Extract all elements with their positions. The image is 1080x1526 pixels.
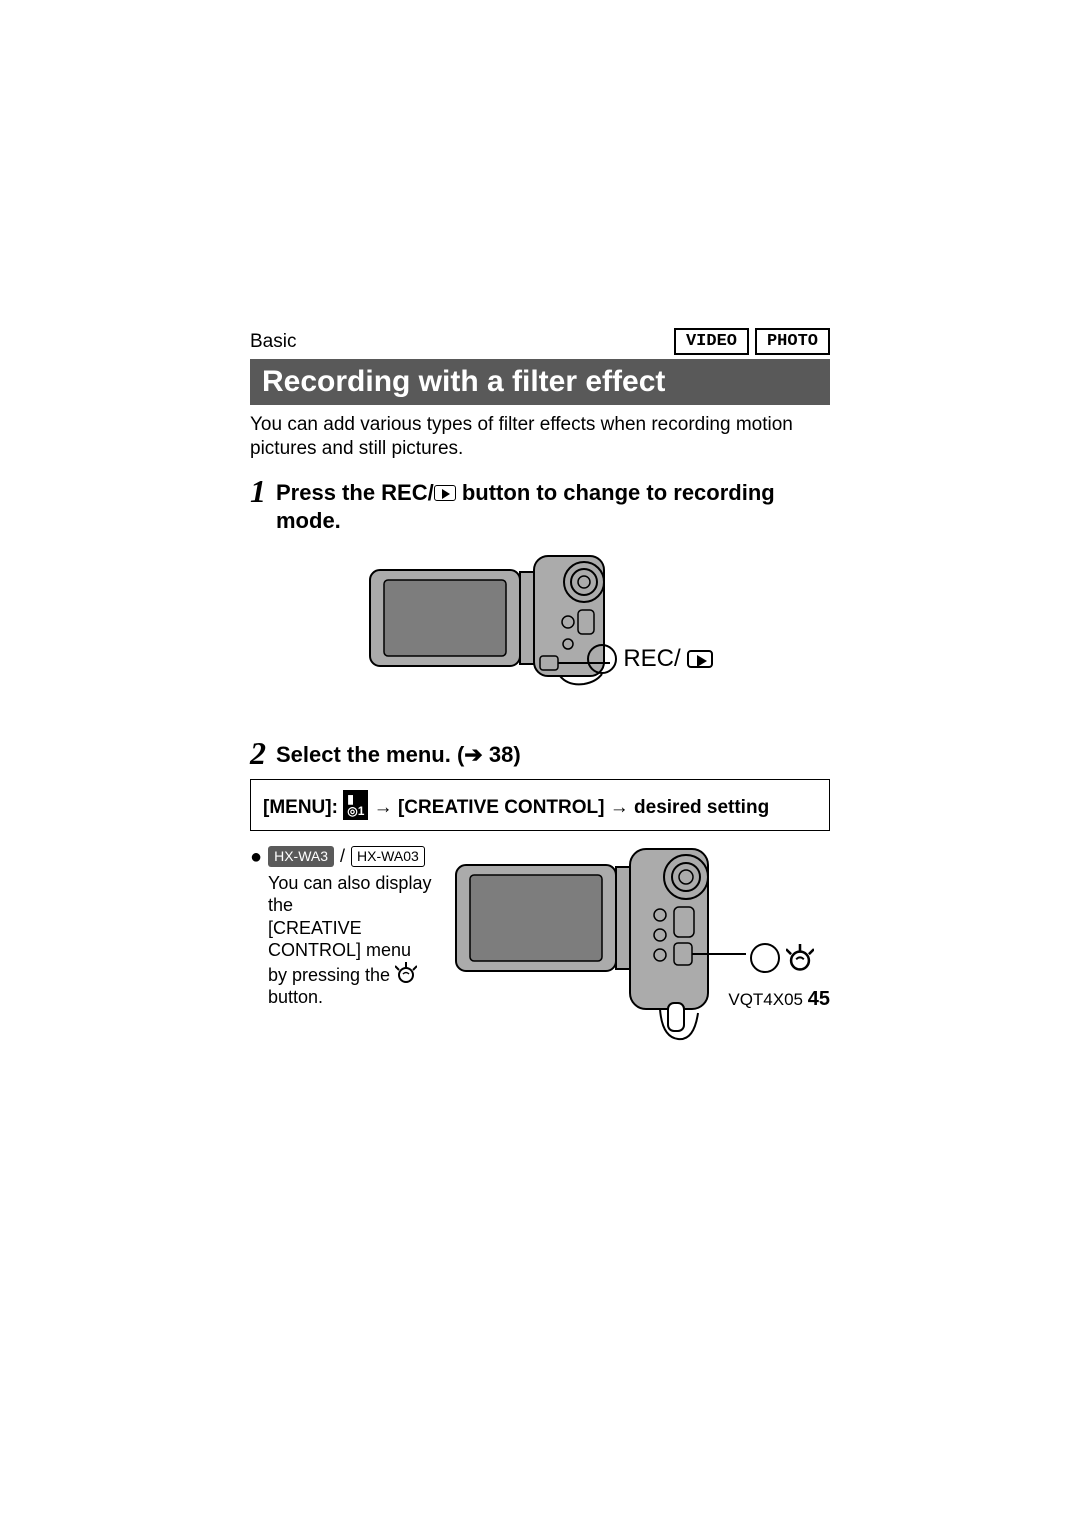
- rec-label: REC/: [623, 645, 680, 673]
- note-block: ● HX-WA3 / HX-WA03 You can also display …: [250, 845, 450, 1080]
- note-line-3: by pressing the button.: [268, 962, 450, 1009]
- step-text: Press the REC/ button to change to recor…: [276, 475, 830, 536]
- step-1: 1 Press the REC/ button to change to rec…: [250, 475, 830, 536]
- right-arrow-icon: ➔: [464, 742, 489, 767]
- page-number: 45: [808, 988, 830, 1010]
- camera-figure-2: [450, 845, 810, 1080]
- step-number: 2: [250, 737, 266, 770]
- intro-text: You can add various types of filter effe…: [250, 413, 830, 461]
- step-number: 1: [250, 475, 266, 536]
- menu-path-box: [MENU]: ▮◎1 → [CREATIVE CONTROL] → desir…: [250, 779, 830, 831]
- mode-badges: VIDEO PHOTO: [674, 328, 830, 355]
- menu-tail: desired setting: [634, 797, 769, 818]
- rec-button-callout: REC/: [587, 644, 712, 674]
- play-icon: [687, 650, 713, 668]
- effect-button-callout: [750, 943, 814, 973]
- camera-figure-1: REC/: [250, 548, 830, 723]
- rec-menu-icon: ▮◎1: [343, 790, 368, 820]
- circle-icon: [587, 644, 617, 674]
- section-label: Basic: [250, 331, 296, 353]
- effect-icon: [786, 944, 814, 972]
- model-badge: HX-WA3: [268, 846, 334, 868]
- page-footer: VQT4X05 45: [728, 988, 830, 1011]
- page-title: Recording with a filter effect: [250, 359, 830, 405]
- play-icon: [434, 485, 456, 501]
- step-2-after: ): [513, 742, 520, 767]
- slash: /: [340, 845, 345, 868]
- step-text: Select the menu. (➔ 38): [276, 737, 521, 770]
- circle-icon: [750, 943, 780, 973]
- menu-target: [CREATIVE CONTROL]: [398, 797, 605, 818]
- doc-code: VQT4X05: [728, 990, 803, 1009]
- note-line-1: You can also display the: [268, 872, 450, 917]
- model-badge: HX-WA03: [351, 846, 425, 868]
- effect-icon: [395, 962, 417, 984]
- bullet-icon: ●: [250, 847, 262, 867]
- video-badge: VIDEO: [674, 328, 749, 355]
- arrow-icon: →: [610, 797, 629, 818]
- step-2: 2 Select the menu. (➔ 38): [250, 737, 830, 770]
- photo-badge: PHOTO: [755, 328, 830, 355]
- note-line-2: [CREATIVE CONTROL] menu: [268, 917, 450, 962]
- arrow-icon: →: [374, 797, 393, 818]
- step-2-ref: 38: [489, 742, 513, 767]
- step-1-before: Press the REC/: [276, 480, 434, 505]
- step-2-before: Select the menu. (: [276, 742, 464, 767]
- menu-label: [MENU]:: [263, 797, 338, 818]
